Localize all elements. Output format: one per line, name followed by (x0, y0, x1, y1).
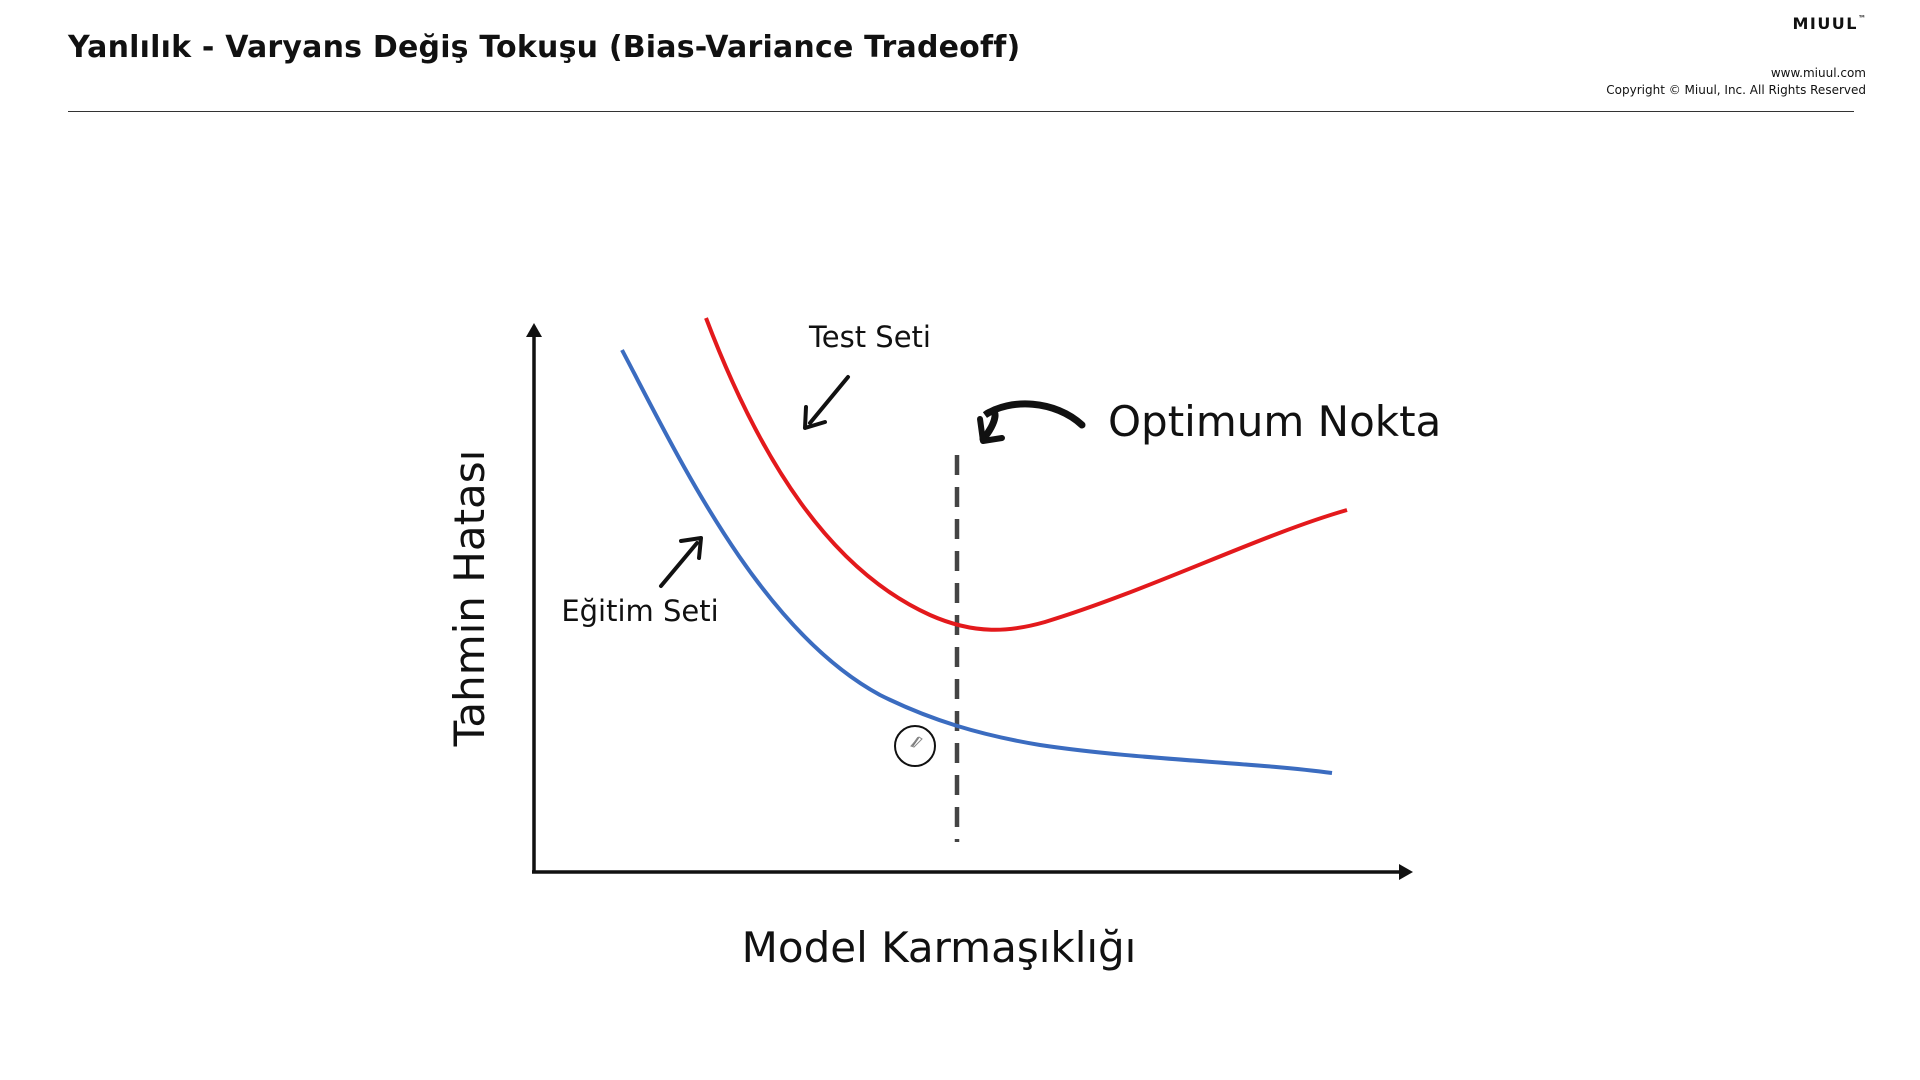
train-curve (620, 349, 1333, 775)
x-axis-label: Model Karmaşıklığı (742, 923, 1137, 972)
curved-arrow-icon (977, 400, 1086, 444)
header-divider (68, 111, 1854, 112)
page-title: Yanlılık - Varyans Değiş Tokuşu (Bias-Va… (68, 30, 1021, 65)
arrow-up-icon (526, 323, 542, 337)
optimum-label: Optimum Nokta (1108, 397, 1441, 446)
arrow-right-icon (1399, 864, 1413, 880)
brand-name: MIUUL (1792, 14, 1858, 33)
website-link[interactable]: www.miuul.com (1770, 66, 1866, 80)
test-curve (704, 317, 1348, 632)
arrow-up-right-icon (659, 536, 703, 588)
trademark-mark: ™ (1858, 14, 1866, 23)
copyright-text: Copyright © Miuul, Inc. All Rights Reser… (1606, 83, 1866, 97)
test-curve-label: Test Seti (808, 320, 931, 354)
y-axis-label: Tahmin Hatası (445, 450, 494, 748)
arrow-down-left-icon (803, 375, 850, 430)
brand-logo: MIUUL™ (1792, 14, 1866, 33)
pen-cursor-icon (894, 725, 936, 767)
train-curve-label: Eğitim Seti (561, 594, 718, 628)
